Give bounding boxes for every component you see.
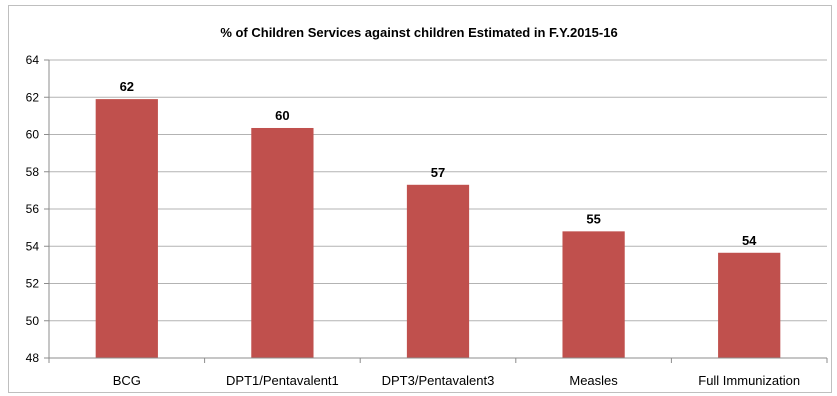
y-tick-label-64: 64 (26, 53, 40, 67)
chart-title: % of Children Services against children … (220, 25, 617, 40)
bar-2 (251, 127, 314, 358)
y-tick-label-56: 56 (26, 202, 40, 216)
data-label-2: 60 (275, 108, 289, 123)
bar-1 (95, 99, 158, 359)
y-axis-ticks: 48 50 52 54 56 58 60 62 64 (26, 53, 49, 365)
data-label-3: 57 (431, 165, 445, 180)
bar-4 (562, 231, 625, 358)
x-tick-label-1: BCG (113, 373, 141, 388)
data-label-5: 54 (742, 233, 757, 248)
y-tick-label-60: 60 (26, 128, 40, 142)
x-tick-label-4: Measles (569, 373, 618, 388)
data-labels: 62 60 57 55 54 (120, 79, 758, 248)
y-tick-label-58: 58 (26, 165, 40, 179)
y-tick-label-52: 52 (26, 277, 40, 291)
x-tick-label-3: DPT3/Pentavalent3 (382, 373, 495, 388)
bars (95, 99, 781, 359)
y-tick-label-48: 48 (26, 351, 40, 365)
x-tick-label-2: DPT1/Pentavalent1 (226, 373, 339, 388)
bar-5 (718, 252, 781, 358)
y-tick-label-54: 54 (26, 239, 40, 253)
y-tick-label-62: 62 (26, 90, 40, 104)
data-label-1: 62 (120, 79, 134, 94)
x-tick-label-5: Full Immunization (698, 373, 800, 388)
bar-3 (406, 184, 470, 358)
x-axis-ticks: BCG DPT1/Pentavalent1 DPT3/Pentavalent3 Mea… (48, 358, 828, 388)
y-tick-label-50: 50 (26, 314, 40, 328)
data-label-4: 55 (586, 211, 600, 226)
gridlines (49, 59, 827, 322)
